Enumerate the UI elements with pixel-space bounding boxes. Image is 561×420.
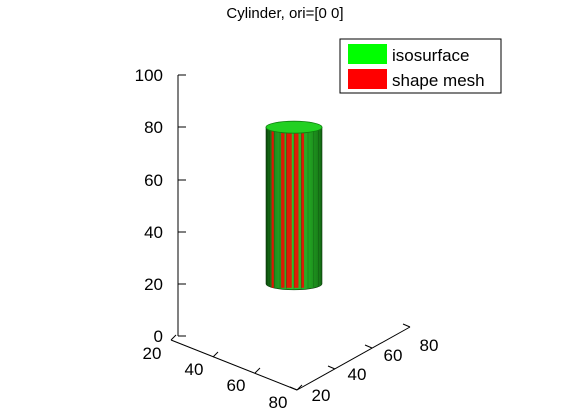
z-tick-label: 80 — [144, 118, 163, 137]
z-tick-label: 0 — [154, 327, 163, 346]
legend-swatch-isosurface — [348, 44, 387, 64]
x-ticks: 20 40 60 80 — [143, 334, 303, 412]
x-tick-mark — [212, 351, 219, 358]
legend-label-isosurface: isosurface — [392, 46, 469, 65]
x-axis-line — [170, 339, 298, 391]
shape-mesh-stripe — [286, 129, 292, 288]
x-tick-label: 40 — [185, 360, 204, 379]
z-tick-label: 60 — [144, 171, 163, 190]
legend: isosurface shape mesh — [339, 38, 502, 94]
chart-title: Cylinder, ori=[0 0] — [226, 5, 343, 22]
y-ticks: 20 40 60 80 — [289, 323, 439, 405]
legend-swatch-shape-mesh — [348, 69, 387, 89]
y-tick-label: 80 — [420, 336, 439, 355]
shape-mesh-stripes — [271, 129, 305, 288]
x-tick-label: 60 — [227, 376, 246, 395]
y-tick-mark — [364, 344, 373, 349]
cylinder — [265, 120, 323, 291]
y-axis-line — [296, 326, 411, 391]
z-tick-label: 40 — [144, 223, 163, 242]
shape-mesh-stripe — [294, 129, 299, 288]
legend-label-shape-mesh: shape mesh — [392, 71, 485, 90]
x-tick-label: 20 — [143, 344, 162, 363]
z-tick-label: 100 — [135, 66, 163, 85]
x-tick-label: 80 — [269, 393, 288, 412]
y-tick-mark — [289, 386, 298, 391]
x-tick-mark — [170, 334, 177, 341]
y-tick-label: 60 — [384, 346, 403, 365]
shape-mesh-stripe — [301, 129, 305, 288]
y-tick-mark — [327, 365, 336, 370]
x-tick-mark — [254, 367, 261, 374]
y-tick-mark — [402, 323, 411, 328]
shape-mesh-stripe — [271, 129, 274, 288]
y-tick-label: 40 — [348, 365, 367, 384]
x-tick-mark — [296, 384, 303, 391]
z-ticks: 0 20 40 60 80 100 — [135, 66, 186, 346]
z-tick-label: 20 — [144, 275, 163, 294]
isosurface-cylinder-top — [265, 120, 323, 134]
y-tick-label: 20 — [312, 386, 331, 405]
shape-mesh-stripe — [281, 129, 285, 288]
isosurface-facet-lines — [266, 130, 322, 289]
